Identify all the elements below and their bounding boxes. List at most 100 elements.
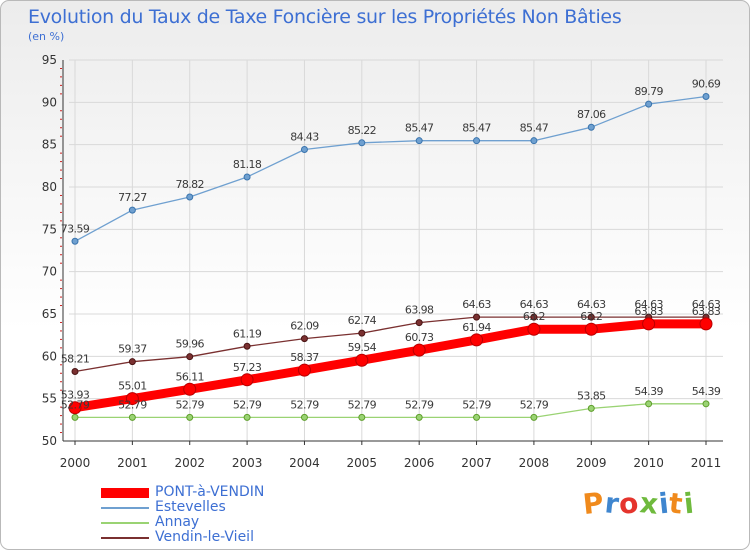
x-tick-label-2007: 2007 bbox=[461, 456, 492, 470]
data-label-estevelles: 84.43 bbox=[290, 130, 319, 143]
x-tick-label-2001: 2001 bbox=[117, 456, 148, 470]
data-label-annay: 52.79 bbox=[462, 398, 491, 411]
data-point-annay bbox=[645, 400, 653, 408]
data-point-estevelles bbox=[128, 206, 136, 214]
data-label-vendin-le-vieil: 62.74 bbox=[348, 314, 377, 327]
y-tick-label-75: 75 bbox=[42, 222, 57, 236]
y-tick-label-50: 50 bbox=[42, 434, 57, 448]
data-label-estevelles: 85.47 bbox=[520, 122, 549, 135]
data-label-vendin-le-vieil: 61.19 bbox=[233, 327, 262, 340]
x-tick-label-2005: 2005 bbox=[347, 456, 378, 470]
data-label-annay: 52.79 bbox=[520, 398, 549, 411]
x-tick-label-2002: 2002 bbox=[174, 456, 205, 470]
x-tick-label-2008: 2008 bbox=[519, 456, 550, 470]
series-line-annay bbox=[74, 403, 707, 419]
data-point-pont-vendin bbox=[240, 373, 254, 387]
data-label-pont-vendin: 63.2 bbox=[523, 310, 545, 323]
data-point-pont-vendin bbox=[355, 353, 369, 367]
data-label-annay: 54.39 bbox=[634, 385, 663, 398]
data-point-vendin-le-vieil bbox=[587, 313, 595, 321]
data-point-pont-vendin bbox=[183, 382, 197, 396]
data-point-annay bbox=[300, 413, 308, 421]
data-point-vendin-le-vieil bbox=[128, 358, 136, 366]
data-point-estevelles bbox=[587, 123, 595, 131]
data-label-estevelles: 90.69 bbox=[692, 77, 721, 90]
x-tick-label-2006: 2006 bbox=[404, 456, 435, 470]
data-label-pont-vendin: 63.2 bbox=[580, 310, 602, 323]
data-label-estevelles: 87.06 bbox=[577, 108, 606, 121]
data-point-annay bbox=[243, 413, 251, 421]
legend-item-estevelles: Estevelles bbox=[101, 499, 361, 515]
data-point-estevelles bbox=[473, 137, 481, 145]
data-label-vendin-le-vieil: 63.98 bbox=[405, 304, 434, 317]
data-point-pont-vendin bbox=[527, 322, 541, 336]
legend-swatch-annay bbox=[101, 522, 149, 524]
data-labels: 53.93 55.01 56.11 57.23 58.37 59.54 60.73 61.94… bbox=[61, 77, 722, 411]
data-label-annay: 52.79 bbox=[175, 398, 204, 411]
chart-title: Evolution du Taux de Taxe Foncière sur l… bbox=[28, 6, 622, 28]
legend-label-estevelles: Estevelles bbox=[155, 499, 226, 515]
logo-letter: P bbox=[581, 485, 607, 522]
data-label-pont-vendin: 58.37 bbox=[290, 351, 319, 364]
legend-label-vendin-le-vieil: Vendin-le-Vieil bbox=[155, 529, 254, 545]
data-label-vendin-le-vieil: 64.63 bbox=[520, 298, 549, 311]
data-point-annay bbox=[587, 404, 595, 412]
data-label-vendin-le-vieil: 59.37 bbox=[118, 343, 147, 356]
axes: 50 55 60 65 70 75 80 85 90 95 2000 2001 2002 2003 2004… bbox=[42, 53, 723, 470]
data-point-estevelles bbox=[645, 100, 653, 108]
data-label-pont-vendin: 57.23 bbox=[233, 361, 262, 374]
data-point-pont-vendin bbox=[125, 392, 139, 406]
data-point-vendin-le-vieil bbox=[243, 342, 251, 350]
data-point-annay bbox=[358, 413, 366, 421]
grid-lines bbox=[69, 59, 723, 441]
data-label-estevelles: 81.18 bbox=[233, 158, 262, 171]
x-tick-label-2010: 2010 bbox=[633, 456, 664, 470]
data-point-estevelles bbox=[415, 137, 423, 145]
data-point-pont-vendin bbox=[470, 333, 484, 347]
data-point-vendin-le-vieil bbox=[415, 319, 423, 327]
x-tick-label-2000: 2000 bbox=[60, 456, 91, 470]
legend-item-vendin-le-vieil: Vendin-le-Vieil bbox=[101, 529, 361, 545]
data-label-pont-vendin: 61.94 bbox=[462, 321, 491, 334]
data-label-annay: 52.79 bbox=[348, 398, 377, 411]
data-point-vendin-le-vieil bbox=[358, 329, 366, 337]
y-tick-label-85: 85 bbox=[42, 138, 57, 152]
data-label-annay: 52.79 bbox=[118, 398, 147, 411]
data-point-vendin-le-vieil bbox=[300, 335, 308, 343]
data-label-vendin-le-vieil: 62.09 bbox=[290, 320, 319, 333]
data-label-estevelles: 85.47 bbox=[405, 122, 434, 135]
data-point-estevelles bbox=[243, 173, 251, 181]
legend-swatch-vendin-le-vieil bbox=[101, 537, 149, 539]
data-point-vendin-le-vieil bbox=[71, 367, 79, 375]
data-point-estevelles bbox=[186, 193, 194, 201]
data-label-vendin-le-vieil: 58.21 bbox=[61, 352, 90, 365]
data-point-vendin-le-vieil bbox=[530, 313, 538, 321]
y-axis-unit-label: (en %) bbox=[28, 30, 65, 43]
data-label-estevelles: 89.79 bbox=[634, 85, 663, 98]
legend-label-annay: Annay bbox=[155, 514, 200, 530]
data-label-vendin-le-vieil: 59.96 bbox=[175, 338, 204, 351]
data-label-annay: 53.85 bbox=[577, 389, 606, 402]
data-point-annay bbox=[186, 413, 194, 421]
data-point-vendin-le-vieil bbox=[473, 313, 481, 321]
data-label-annay: 52.79 bbox=[233, 398, 262, 411]
x-tick-label-2011: 2011 bbox=[691, 456, 722, 470]
series-lines bbox=[68, 92, 713, 421]
data-label-pont-vendin: 53.93 bbox=[61, 389, 90, 402]
data-label-annay: 52.79 bbox=[290, 398, 319, 411]
x-tick-label-2009: 2009 bbox=[576, 456, 607, 470]
data-point-pont-vendin bbox=[699, 317, 713, 331]
data-point-estevelles bbox=[530, 137, 538, 145]
y-tick-label-90: 90 bbox=[42, 95, 57, 109]
series-line-vendin-le-vieil bbox=[74, 316, 707, 373]
data-label-estevelles: 73.59 bbox=[61, 222, 90, 235]
data-label-estevelles: 77.27 bbox=[118, 191, 147, 204]
data-label-vendin-le-vieil: 64.63 bbox=[462, 298, 491, 311]
series-line-pont-vendin bbox=[70, 319, 711, 413]
data-label-vendin-le-vieil: 64.63 bbox=[577, 298, 606, 311]
logo-letter: i bbox=[681, 486, 696, 521]
data-label-estevelles: 85.22 bbox=[348, 124, 377, 137]
y-tick-label-70: 70 bbox=[42, 265, 57, 279]
